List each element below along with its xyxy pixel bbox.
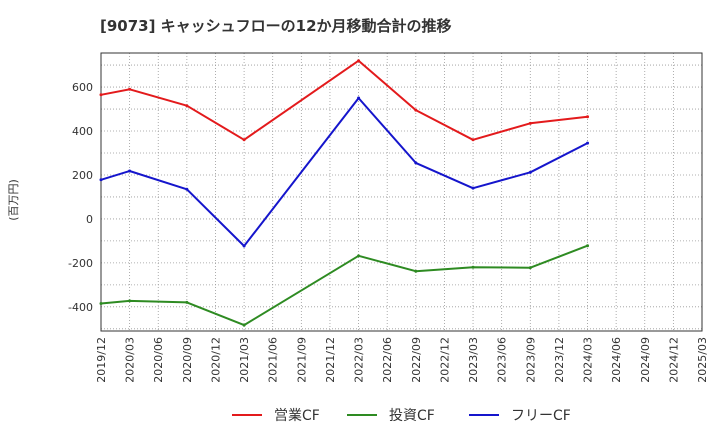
x-tick-label: 2022/12 — [438, 337, 451, 383]
data-point — [242, 244, 246, 248]
x-tick-label: 2021/06 — [267, 337, 280, 383]
y-tick-label: 400 — [72, 125, 93, 138]
y-tick-label: -400 — [68, 301, 93, 314]
series-line — [100, 97, 588, 247]
x-tick-label: 2020/06 — [152, 337, 165, 383]
y-axis-label: (百万円) — [7, 179, 20, 221]
plot-area: -400 -200 0 200 400 600 2019/12 2020/03 2020/06 2… — [68, 52, 709, 383]
data-point — [528, 266, 532, 270]
data-point — [128, 87, 132, 91]
x-tick-label: 2022/09 — [410, 337, 423, 383]
x-tick-label: 2024/12 — [667, 337, 680, 383]
x-tick-label: 2023/06 — [496, 337, 509, 383]
x-tick-label: 2023/03 — [467, 337, 480, 383]
x-tick-label: 2022/03 — [353, 337, 366, 383]
legend-label: 投資CF — [389, 408, 435, 424]
x-tick-label: 2021/09 — [295, 337, 308, 383]
data-point — [185, 187, 189, 191]
y-tick-label: -200 — [68, 257, 93, 270]
x-tick-label: 2021/03 — [238, 337, 251, 383]
data-point — [99, 178, 103, 182]
data-point — [528, 170, 532, 174]
data-point — [586, 115, 590, 119]
x-tick-label: 2024/03 — [582, 337, 595, 383]
x-tick-label: 2020/03 — [124, 337, 137, 383]
data-point — [242, 138, 246, 142]
data-point — [471, 138, 475, 142]
x-tick-label: 2019/12 — [95, 337, 108, 383]
legend-label: フリーCF — [511, 408, 571, 424]
data-point — [128, 299, 132, 303]
y-tick-label: 200 — [72, 169, 93, 182]
data-point — [471, 265, 475, 269]
data-point — [471, 186, 475, 190]
x-tick-label: 2021/12 — [324, 337, 337, 383]
x-tick-label: 2024/06 — [610, 337, 623, 383]
data-point — [414, 108, 418, 112]
legend: 営業CF 投資CF フリーCF — [232, 408, 571, 424]
data-point — [99, 93, 103, 97]
x-tick-label: 2020/12 — [209, 337, 222, 383]
data-point — [357, 59, 361, 63]
data-point — [242, 323, 246, 327]
data-point — [357, 96, 361, 100]
plot-frame — [100, 52, 703, 332]
data-point — [185, 104, 189, 108]
data-point — [414, 161, 418, 165]
x-tick-label: 2023/12 — [553, 337, 566, 383]
data-point — [99, 302, 103, 306]
x-tick-label: 2025/03 — [696, 337, 709, 383]
series-line — [100, 59, 588, 141]
x-tick-label: 2020/09 — [181, 337, 194, 383]
legend-label: 営業CF — [274, 408, 320, 424]
data-point — [185, 300, 189, 304]
x-tick-label: 2022/06 — [381, 337, 394, 383]
chart-title: [9073] キャッシュフローの12か月移動合計の推移 — [100, 17, 452, 35]
data-point — [528, 121, 532, 125]
y-tick-label: 600 — [72, 81, 93, 94]
y-tick-label: 0 — [86, 213, 93, 226]
x-tick-label: 2024/09 — [639, 337, 652, 383]
data-point — [128, 169, 132, 173]
data-point — [586, 244, 590, 248]
x-tick-label: 2023/09 — [524, 337, 537, 383]
data-point — [414, 269, 418, 273]
data-point — [357, 254, 361, 258]
data-point — [586, 141, 590, 145]
series-line — [100, 244, 588, 327]
